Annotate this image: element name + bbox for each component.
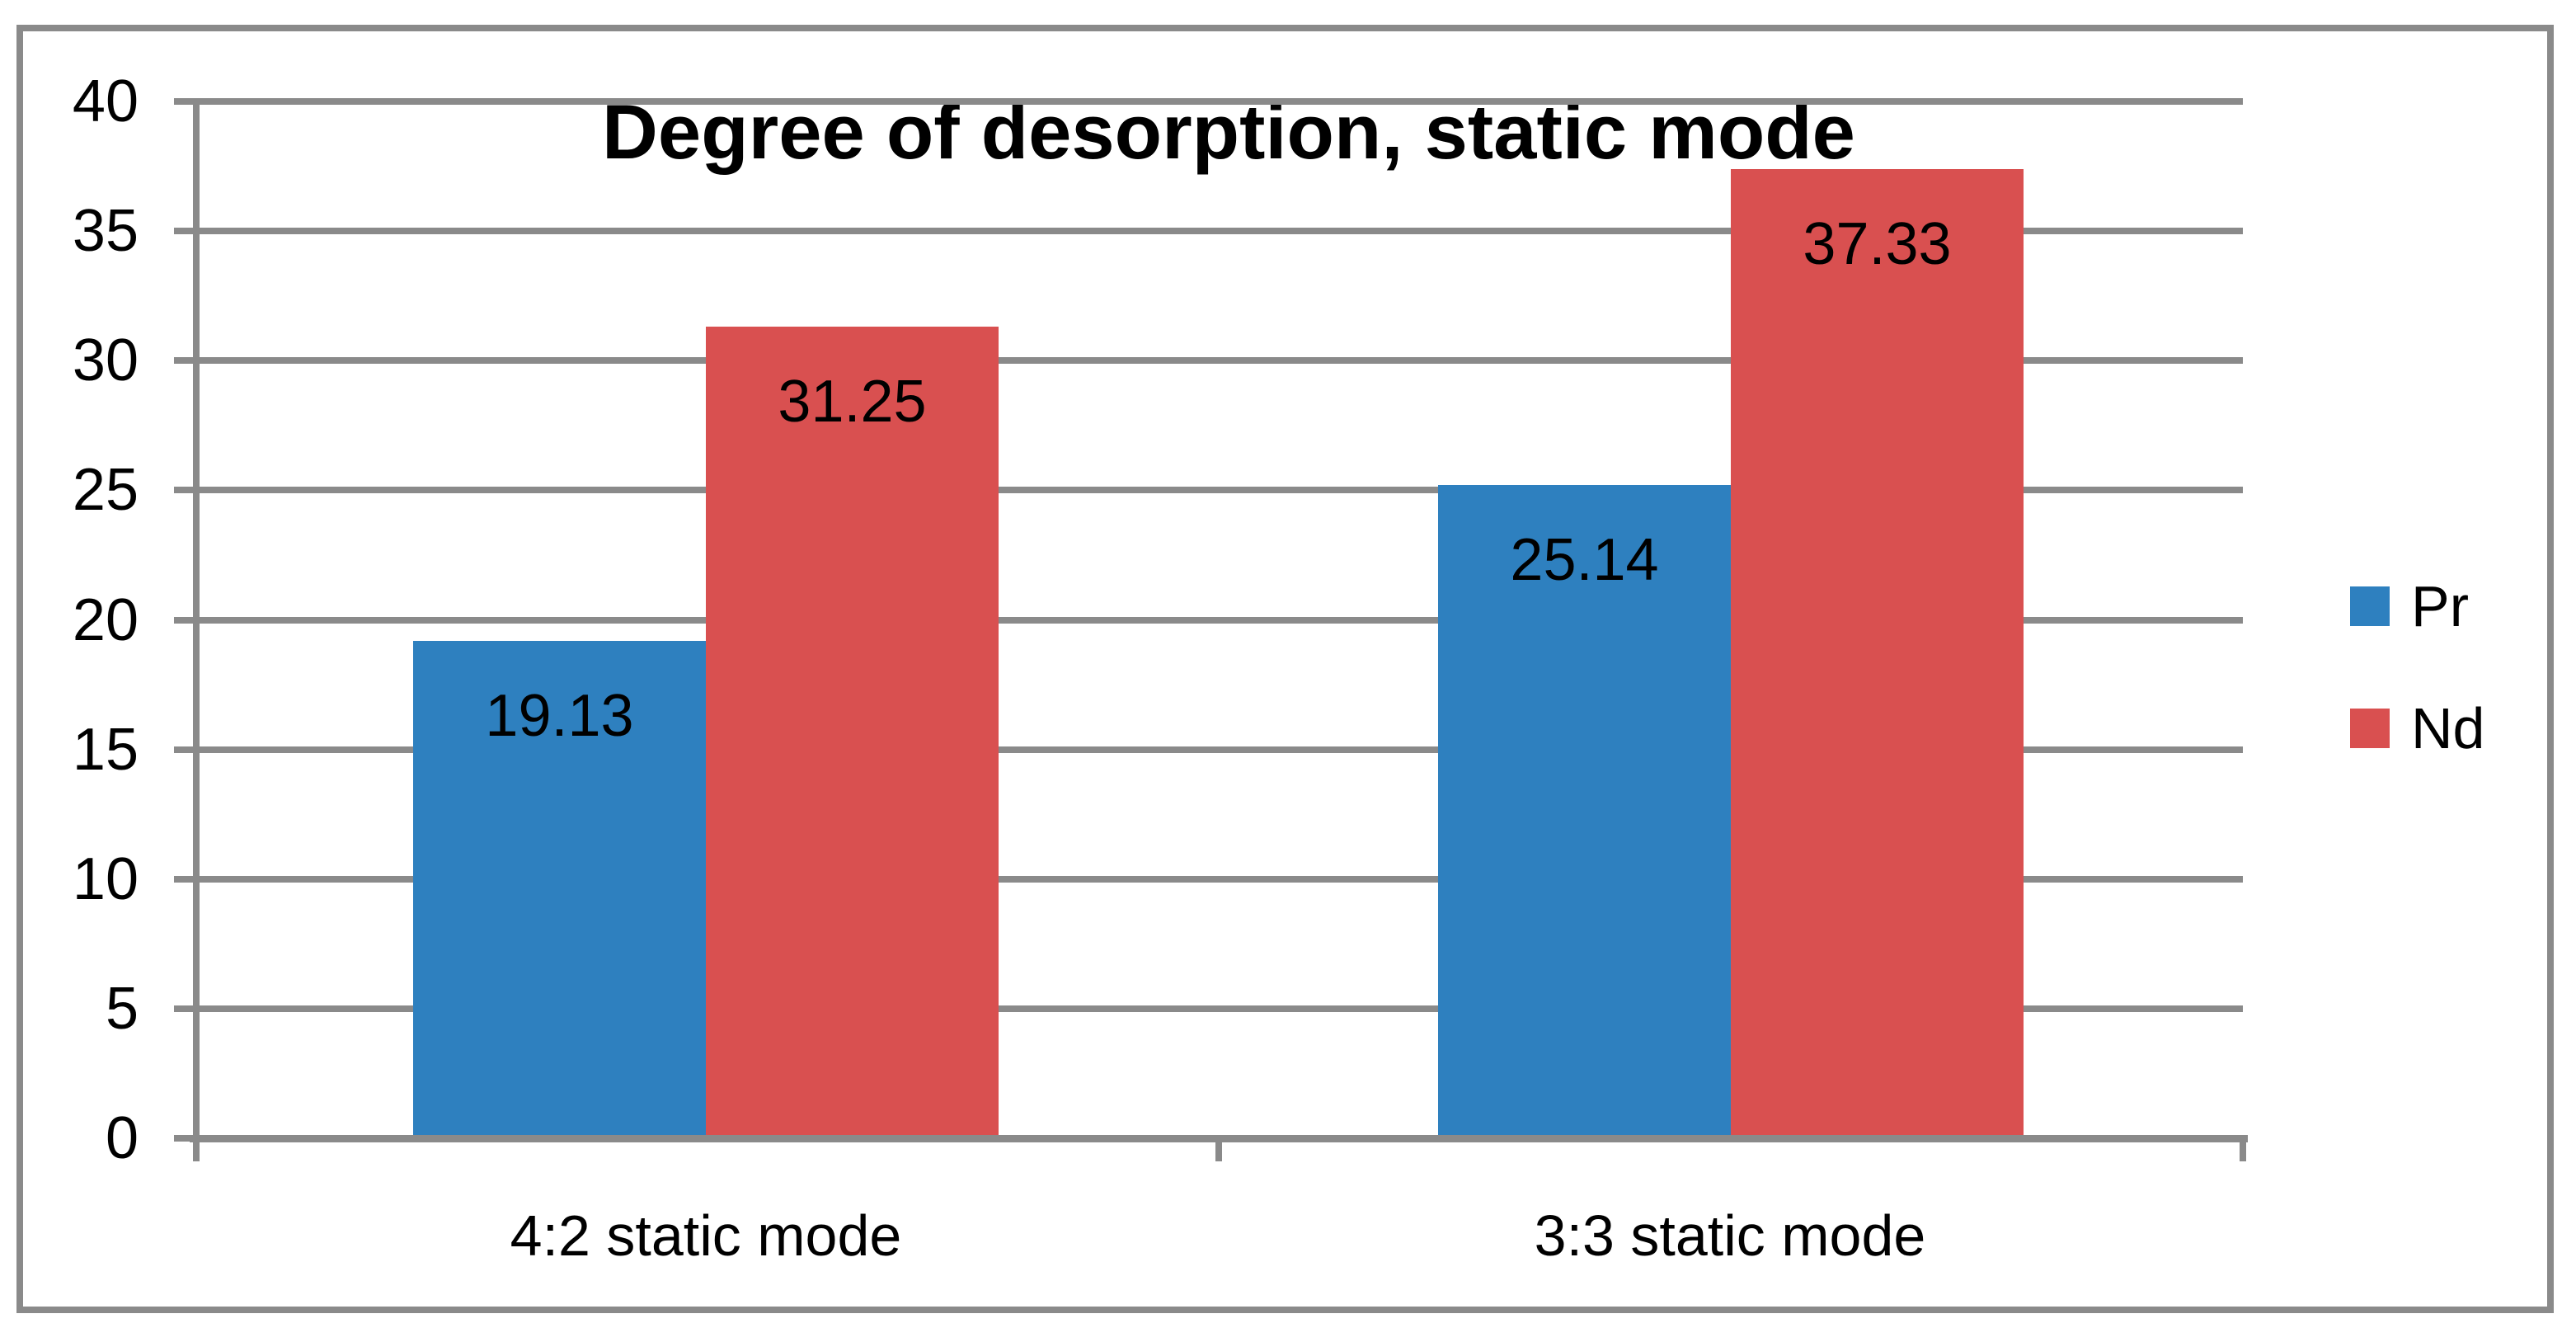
bar-value-label-pr-1: 19.13 bbox=[485, 683, 634, 749]
y-axis-line bbox=[193, 101, 200, 1161]
legend: Pr Nd bbox=[2350, 577, 2484, 757]
y-axis-tick-label-35: 35 bbox=[72, 198, 139, 264]
y-axis-tick-label-10: 10 bbox=[72, 846, 139, 912]
gridline-y-25 bbox=[194, 487, 2243, 493]
bar-nd-2 bbox=[1731, 169, 2024, 1137]
y-axis-tick-label-30: 30 bbox=[72, 327, 139, 393]
chart-border-frame bbox=[16, 25, 2554, 1313]
legend-swatch-pr-icon bbox=[2350, 586, 2390, 626]
gridline-y-35 bbox=[194, 228, 2243, 234]
bar-nd-1 bbox=[706, 327, 999, 1137]
y-axis-tick-10 bbox=[174, 876, 194, 883]
y-axis-tick-label-25: 25 bbox=[72, 457, 139, 523]
bar-pr-1 bbox=[413, 641, 706, 1137]
y-axis-tick-20 bbox=[174, 617, 194, 624]
y-axis-tick-35 bbox=[174, 228, 194, 234]
y-axis-tick-15 bbox=[174, 746, 194, 753]
y-axis-tick-label-15: 15 bbox=[72, 717, 139, 783]
legend-label-nd: Nd bbox=[2411, 696, 2485, 760]
y-axis-tick-label-5: 5 bbox=[105, 976, 139, 1042]
gridline-y-10 bbox=[194, 876, 2243, 883]
legend-item-pr: Pr bbox=[2350, 577, 2484, 635]
category-label-1: 4:2 static mode bbox=[510, 1203, 902, 1268]
gridline-y-40 bbox=[194, 98, 2243, 105]
gridline-y-30 bbox=[194, 357, 2243, 364]
y-axis-tick-5 bbox=[174, 1005, 194, 1012]
x-axis-tick-1 bbox=[1215, 1138, 1222, 1161]
y-axis-tick-30 bbox=[174, 357, 194, 364]
category-label-2: 3:3 static mode bbox=[1534, 1203, 1926, 1268]
gridline-y-5 bbox=[194, 1005, 2243, 1012]
bar-value-label-nd-2: 37.33 bbox=[1803, 211, 1952, 277]
y-axis-tick-label-0: 0 bbox=[105, 1105, 139, 1171]
legend-swatch-nd-icon bbox=[2350, 709, 2390, 748]
bar-value-label-nd-1: 31.25 bbox=[778, 369, 927, 435]
x-axis-tick-2 bbox=[2240, 1138, 2246, 1161]
bar-pr-2 bbox=[1438, 485, 1731, 1137]
bar-value-label-pr-2: 25.14 bbox=[1510, 527, 1659, 593]
gridline-y-20 bbox=[194, 617, 2243, 624]
y-axis-tick-label-20: 20 bbox=[72, 587, 139, 653]
legend-item-nd: Nd bbox=[2350, 699, 2484, 757]
gridline-y-15 bbox=[194, 746, 2243, 753]
y-axis-tick-0 bbox=[174, 1135, 194, 1142]
y-axis-tick-40 bbox=[174, 98, 194, 105]
y-axis-tick-label-40: 40 bbox=[72, 68, 139, 134]
legend-label-pr: Pr bbox=[2411, 574, 2469, 638]
y-axis-tick-25 bbox=[174, 487, 194, 493]
